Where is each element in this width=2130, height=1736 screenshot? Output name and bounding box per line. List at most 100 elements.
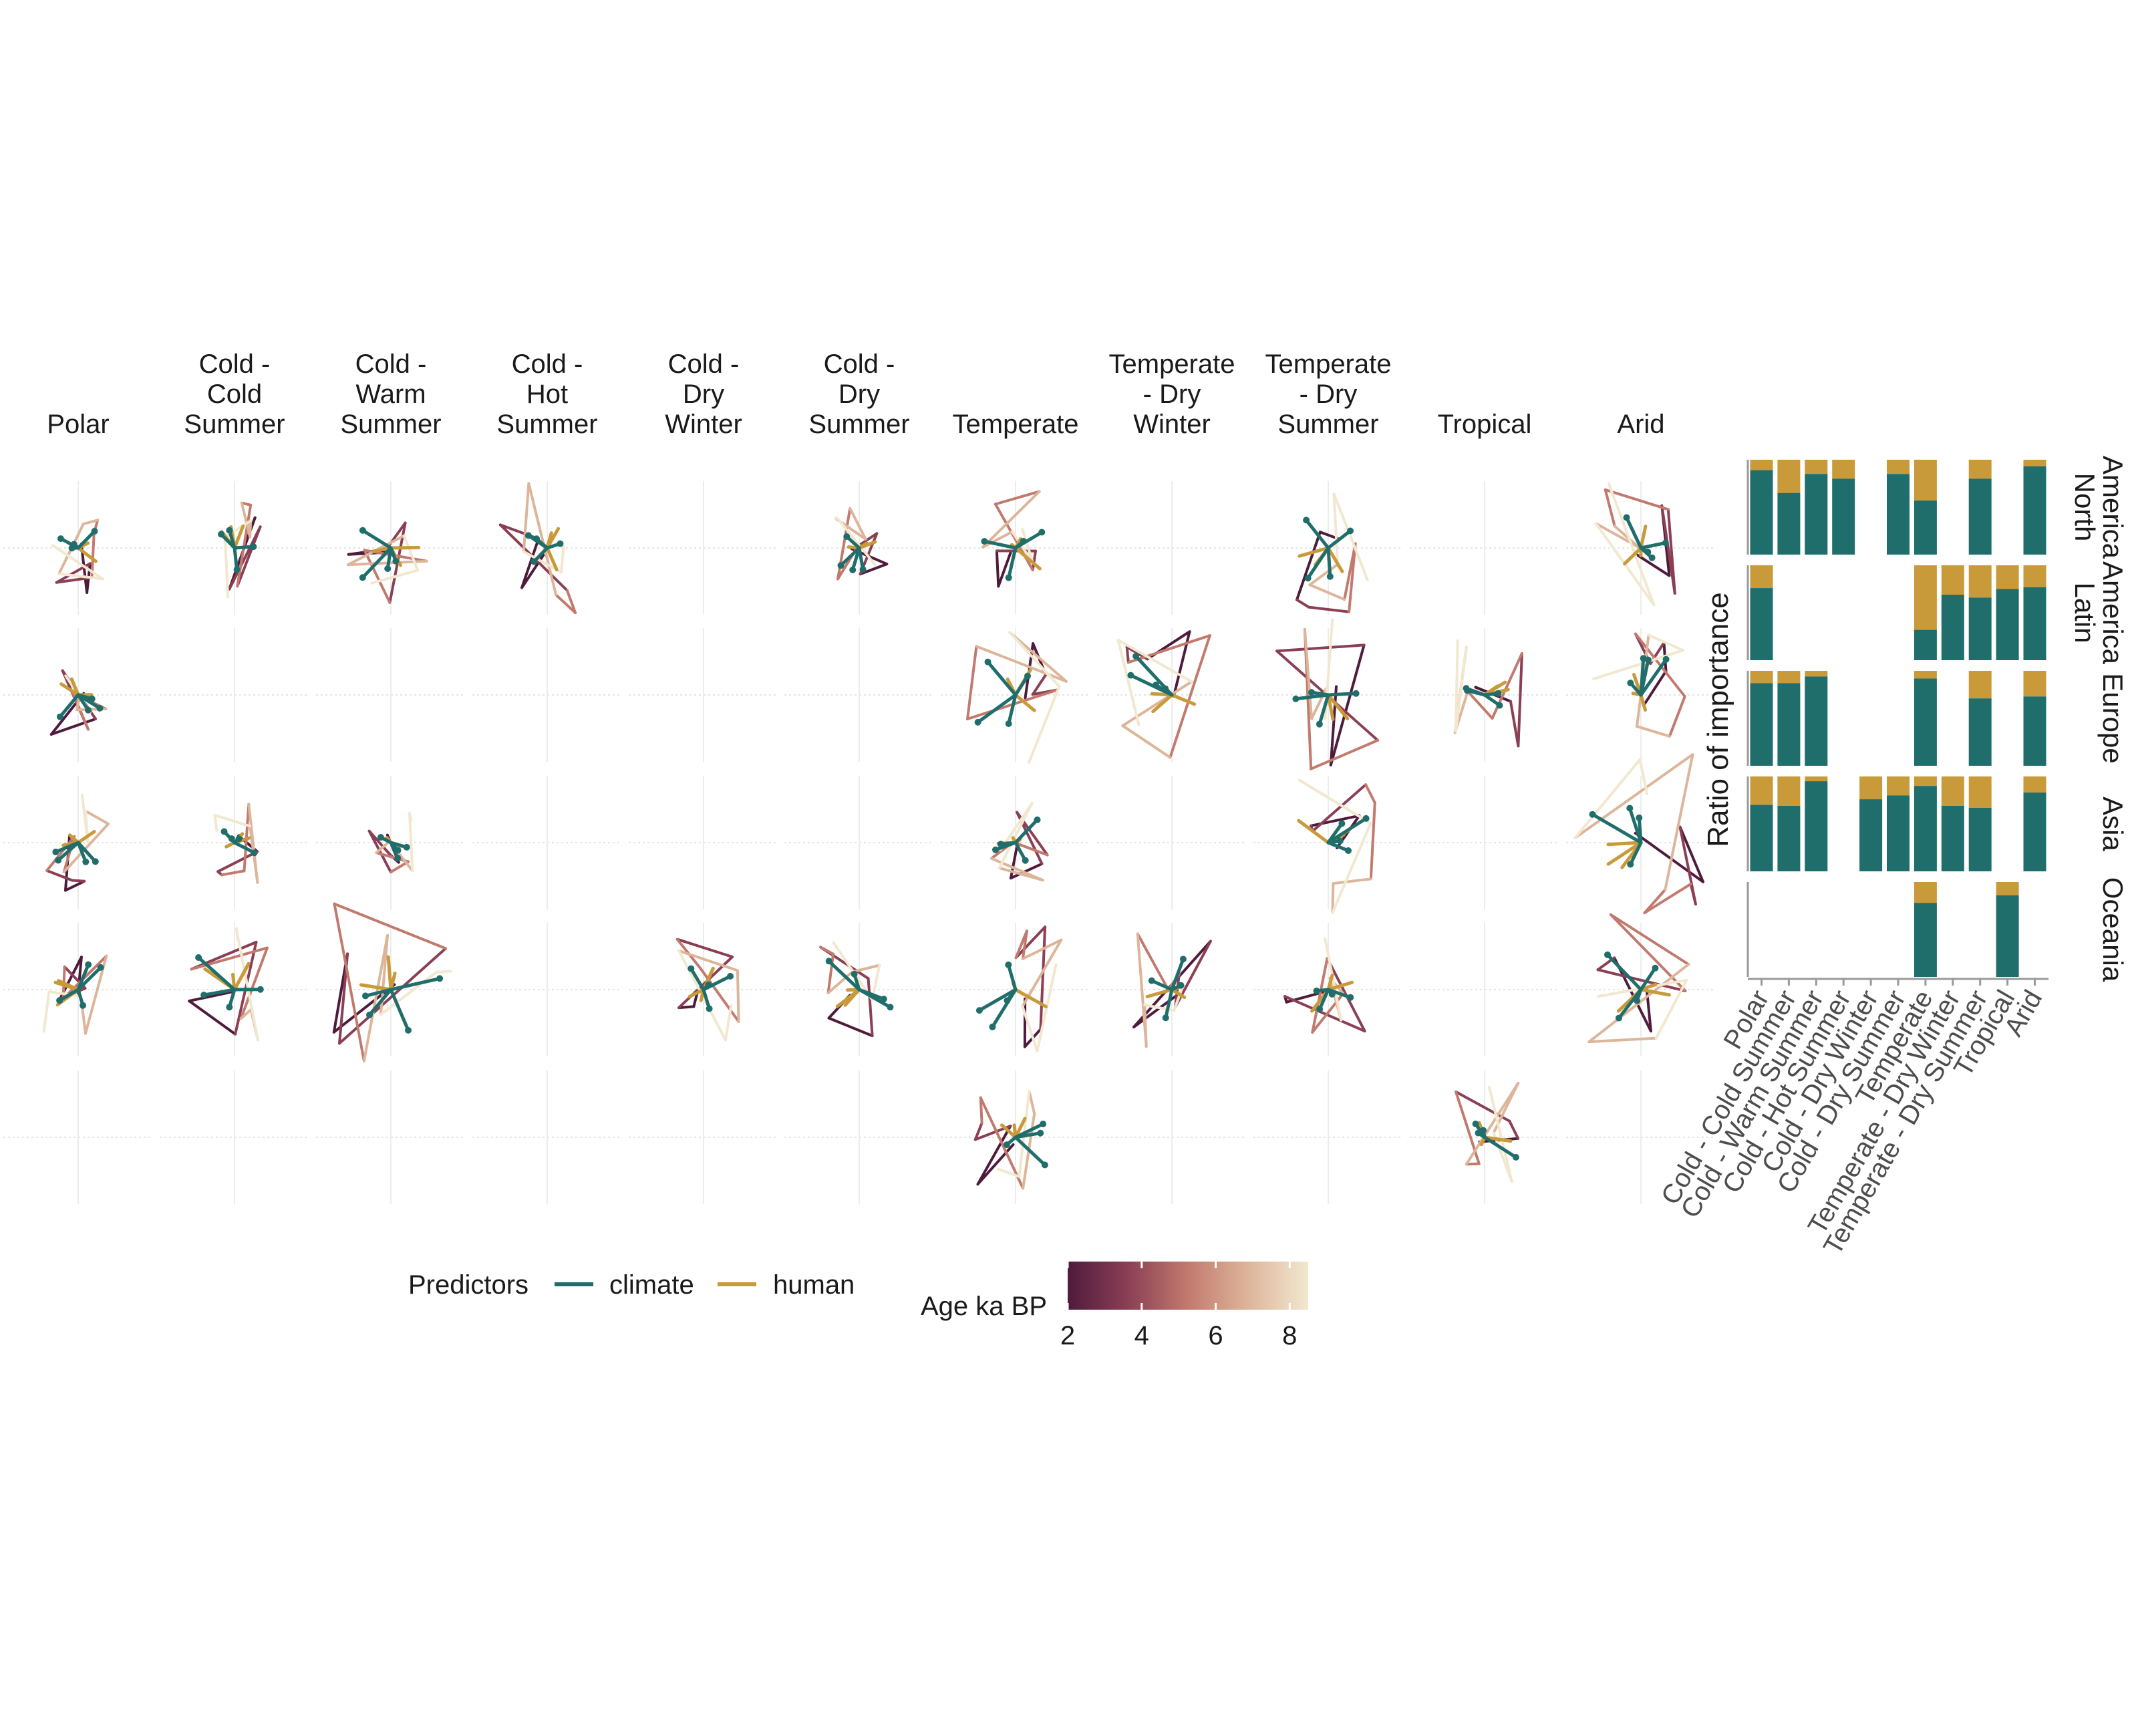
- facet-north-america-arid-climate-point: [1648, 554, 1656, 561]
- facet-asia-cold-dry-summer-age-segment: [851, 964, 881, 974]
- facet-latin-america-cold-dry-summer: [784, 628, 934, 762]
- facet-europe-arid-human-vector: [1606, 841, 1643, 866]
- facet-latin-america-tropical: [1410, 628, 1559, 762]
- facet-north-america-temperate-dry-summer-age-segment: [1308, 563, 1340, 587]
- facet-asia-temperate-dry-winter-climate-point: [1179, 956, 1187, 963]
- facet-north-america-cold-hot-summer-human-vector: [545, 546, 559, 572]
- facet-latin-america-temperate-dry-winter-age-segment: [1121, 680, 1193, 728]
- facet-europe-temperate-dry-summer-climate-point: [1362, 815, 1370, 822]
- facet-asia-temperate-climate-vector: [977, 988, 1018, 1012]
- age-tick-label-8: 8: [1282, 1321, 1297, 1350]
- facet-latin-america-temperate-dry-winter-climate-point: [1132, 653, 1140, 660]
- facet-asia-temperate-age-segment: [1039, 925, 1047, 1031]
- bar-human-asia-cold-cold-summer: [1777, 776, 1801, 806]
- facet-latin-america-temperate-dry-summer-age-segment: [1310, 686, 1329, 720]
- facet-latin-america-arid-climate-point: [1644, 656, 1652, 664]
- facet-latin-america-temperate-dry-winter-age-segment: [1169, 634, 1211, 759]
- facet-north-america-temperate-age-segment: [981, 490, 1041, 549]
- age-colorbar-ticks: 2 4 6 8: [1060, 1262, 1297, 1350]
- facet-north-america-cold-cold-summer-climate-point: [226, 527, 233, 534]
- facet-latin-america-temperate-age-segment: [966, 645, 978, 720]
- bar-climate-asia-cold-cold-summer: [1777, 806, 1801, 871]
- facet-north-america-polar: [3, 481, 153, 615]
- facet-asia-temperate-dry-summer-climate-vector: [1326, 988, 1352, 1000]
- facet-latin-america-temperate-dry-winter-human-vector: [1151, 693, 1174, 714]
- facet-europe-arid-climate-point: [1626, 805, 1634, 812]
- facet-asia-temperate-climate-point: [975, 1007, 983, 1014]
- facet-north-america-cold-warm-summer-age-segment: [370, 569, 420, 585]
- facet-latin-america-temperate-climate-point: [974, 718, 981, 726]
- facet-asia-cold-warm-summer-age-segment: [379, 971, 438, 1016]
- facet-latin-america-polar-climate-vector: [58, 693, 80, 719]
- facet-europe-arid: [1566, 753, 1716, 915]
- facet-north-america-cold-cold-summer-age-segment: [249, 519, 253, 539]
- facet-oceania-tropical-climate-point: [1472, 1121, 1479, 1127]
- bar-human-europe-arid: [2023, 671, 2046, 697]
- facet-asia-temperate-age-segment: [1021, 929, 1028, 960]
- facet-asia-temperate-climate-vector: [990, 988, 1018, 1029]
- facet-europe-polar-climate-point: [52, 849, 59, 855]
- facet-europe-temperate-dry-summer-age-segment: [1298, 778, 1372, 825]
- facet-north-america-cold-cold-summer: [160, 481, 309, 615]
- facet-north-america-arid-age-segment: [1604, 488, 1616, 528]
- bar-climate-north-america-arid: [2023, 466, 2046, 555]
- bar-climate-asia-cold-dry-summer: [1887, 795, 1910, 871]
- facet-north-america-arid-human-vector: [1623, 546, 1643, 566]
- facet-asia-cold-dry-winter-climate-point: [706, 1005, 713, 1012]
- facet-asia-cold-cold-summer-climate-point: [195, 954, 202, 961]
- facet-north-america-cold-cold-summer-age-segment: [236, 503, 253, 588]
- legend: Predictors climate human Age ka BP 2 4 6 8: [408, 1262, 1308, 1350]
- facet-north-america-temperate-age-segment: [997, 551, 1012, 588]
- facet-north-america-cold-warm-summer-human-vector: [389, 546, 421, 550]
- facet-europe-arid-climate-point: [1627, 861, 1634, 868]
- facet-latin-america-arid-human-vector: [1639, 693, 1647, 712]
- facet-asia-temperate-dry-winter-human-vector: [1145, 988, 1174, 998]
- facet-asia-temperate-human-vector: [1014, 988, 1048, 1008]
- facet-europe-tropical: [1410, 776, 1559, 909]
- facet-asia-cold-cold-summer: [160, 923, 309, 1056]
- facet-north-america-temperate: [941, 481, 1090, 615]
- facet-north-america-cold-cold-summer-age-segment: [223, 535, 230, 599]
- facet-europe-polar-age-segment: [84, 809, 110, 825]
- facet-north-america-temperate-dry-summer-climate-vector: [1326, 546, 1332, 579]
- bar-climate-asia-arid: [2023, 792, 2046, 871]
- facet-north-america-tropical: [1410, 481, 1559, 615]
- facet-latin-america-temperate: [941, 628, 1090, 764]
- age-tick-label-2: 2: [1060, 1321, 1075, 1350]
- bar-human-latin-america-arid: [2023, 565, 2046, 587]
- column-title-cold-cold-summer-line-2: Cold: [207, 380, 262, 409]
- region-label-latin-america-line-1: Latin: [2069, 582, 2101, 643]
- facet-asia-cold-cold-summer-climate-point: [257, 986, 264, 993]
- facet-north-america-cold-hot-summer-age-segment: [522, 482, 530, 553]
- facet-asia-polar-age-segment: [42, 990, 51, 1033]
- bar-climate-latin-america-temperate: [1914, 629, 1937, 660]
- facet-oceania-temperate-climate-point: [1037, 1129, 1044, 1137]
- age-tick-label-4: 4: [1134, 1321, 1149, 1350]
- facet-north-america-temperate-climate-point: [981, 538, 988, 545]
- facet-latin-america-cold-dry-winter: [629, 628, 778, 762]
- facet-asia-cold-cold-summer-age-segment: [188, 990, 235, 1002]
- facet-latin-america-temperate-dry-summer: [1253, 618, 1403, 770]
- facet-latin-america-arid-climate-vector: [1639, 658, 1668, 697]
- facet-latin-america-temperate-climate-vector: [986, 660, 1018, 697]
- facet-latin-america-tropical-age-segment: [1509, 700, 1520, 748]
- facet-oceania-tropical-climate-vector: [1483, 1135, 1518, 1159]
- facet-north-america-cold-cold-summer-climate-point: [233, 566, 241, 573]
- column-title-cold-hot-summer-line-1: Cold -: [512, 349, 583, 379]
- facet-europe-cold-cold-summer-age-segment: [213, 813, 252, 828]
- bar-human-asia-cold-dry-winter: [1859, 776, 1883, 800]
- facet-north-america-cold-hot-summer-age-segment: [527, 482, 558, 597]
- facet-europe-temperate-dry-summer-climate-vector: [1326, 817, 1368, 845]
- facet-asia-temperate-climate-vector: [1006, 963, 1018, 992]
- bar-climate-asia-temperate-dry-summer: [1968, 807, 1992, 871]
- column-title-cold-dry-winter-line-3: Winter: [665, 410, 742, 439]
- facet-latin-america-temperate-dry-winter: [1097, 628, 1247, 762]
- bar-human-oceania-temperate: [1914, 882, 1937, 903]
- facet-north-america-polar-age-segment: [82, 519, 100, 526]
- facet-asia-cold-dry-summer-climate-point: [825, 958, 832, 965]
- facet-europe-arid-age-segment: [1678, 825, 1704, 883]
- facet-asia-arid-climate-vector: [1606, 953, 1643, 992]
- facet-north-america-temperate-dry-summer-age-segment: [1296, 598, 1310, 609]
